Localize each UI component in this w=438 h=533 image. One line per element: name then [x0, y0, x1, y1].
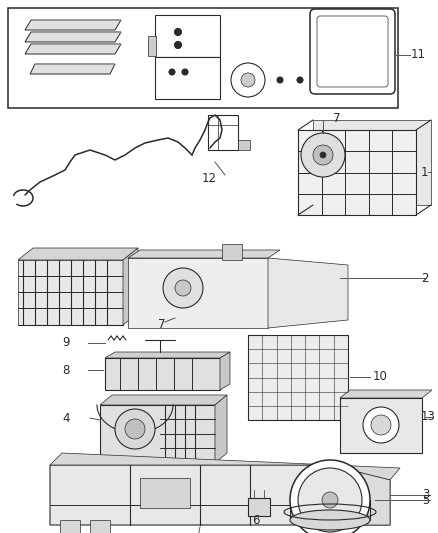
- Text: 6: 6: [252, 513, 259, 527]
- Text: 11: 11: [411, 49, 426, 61]
- Text: 1: 1: [421, 166, 428, 179]
- Bar: [208, 115, 238, 150]
- Polygon shape: [105, 352, 230, 358]
- Circle shape: [163, 268, 203, 308]
- Text: 10: 10: [373, 370, 388, 384]
- Polygon shape: [25, 32, 121, 42]
- Polygon shape: [298, 130, 416, 215]
- Text: 9: 9: [62, 336, 70, 350]
- Text: 13: 13: [421, 410, 436, 424]
- Polygon shape: [128, 258, 268, 328]
- Bar: [8, 8, 398, 108]
- Circle shape: [298, 468, 362, 532]
- Circle shape: [174, 28, 181, 36]
- Bar: [155, 15, 220, 57]
- Circle shape: [297, 77, 303, 83]
- Bar: [90, 520, 110, 533]
- Polygon shape: [18, 260, 123, 325]
- Polygon shape: [268, 258, 348, 328]
- Text: 3: 3: [422, 489, 429, 502]
- Polygon shape: [25, 44, 121, 54]
- Text: 7: 7: [333, 111, 340, 125]
- Circle shape: [231, 63, 265, 97]
- Bar: [222, 244, 242, 260]
- Circle shape: [363, 407, 399, 443]
- Circle shape: [115, 409, 155, 449]
- FancyBboxPatch shape: [310, 9, 395, 94]
- Polygon shape: [25, 20, 121, 30]
- Bar: [248, 335, 348, 420]
- Text: 12: 12: [202, 172, 217, 184]
- Text: 8: 8: [62, 364, 69, 376]
- Bar: [155, 57, 220, 99]
- Polygon shape: [18, 248, 138, 260]
- Polygon shape: [30, 64, 115, 74]
- Ellipse shape: [290, 510, 370, 530]
- Text: 7: 7: [158, 319, 166, 332]
- Text: 4: 4: [62, 411, 70, 424]
- Polygon shape: [50, 465, 390, 525]
- Polygon shape: [340, 398, 422, 453]
- Text: 5: 5: [422, 494, 429, 506]
- Circle shape: [182, 69, 188, 75]
- Bar: [148, 36, 156, 56]
- Polygon shape: [313, 120, 431, 205]
- Bar: [238, 140, 250, 150]
- Polygon shape: [128, 250, 280, 258]
- Polygon shape: [220, 352, 230, 390]
- Polygon shape: [123, 248, 138, 325]
- Circle shape: [241, 73, 255, 87]
- Polygon shape: [100, 395, 227, 405]
- Circle shape: [320, 152, 326, 158]
- Polygon shape: [215, 395, 227, 463]
- Polygon shape: [330, 465, 390, 525]
- Circle shape: [175, 280, 191, 296]
- Polygon shape: [100, 405, 215, 463]
- Circle shape: [277, 77, 283, 83]
- Polygon shape: [340, 390, 432, 398]
- Text: 2: 2: [421, 271, 428, 285]
- Circle shape: [169, 69, 175, 75]
- Polygon shape: [105, 358, 220, 390]
- Circle shape: [174, 42, 181, 49]
- Circle shape: [290, 460, 370, 533]
- Circle shape: [371, 415, 391, 435]
- Bar: [60, 520, 80, 533]
- Circle shape: [313, 145, 333, 165]
- Polygon shape: [50, 453, 400, 480]
- Bar: [140, 478, 190, 508]
- Circle shape: [322, 492, 338, 508]
- Circle shape: [301, 133, 345, 177]
- Bar: [248, 498, 270, 516]
- Circle shape: [125, 419, 145, 439]
